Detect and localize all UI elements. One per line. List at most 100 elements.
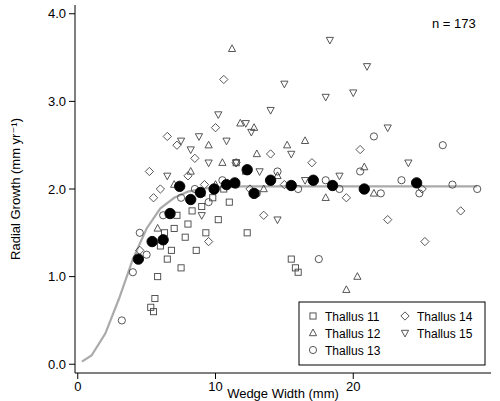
legend-label: Thallus 13: [325, 344, 381, 358]
point: [370, 189, 377, 196]
legend-box: [299, 302, 485, 365]
legend-marker: [309, 329, 316, 336]
point: [327, 180, 337, 190]
point: [284, 141, 291, 148]
point: [205, 160, 212, 167]
series-points: [118, 133, 481, 324]
point: [342, 194, 350, 202]
series-points: [154, 45, 377, 293]
point: [133, 254, 143, 264]
point: [384, 125, 391, 132]
point: [205, 141, 212, 148]
point: [256, 169, 263, 176]
point: [260, 211, 268, 219]
point: [288, 151, 295, 158]
point: [244, 230, 250, 236]
legend-label: Thallus 15: [417, 327, 473, 341]
point: [226, 199, 232, 205]
point: [260, 185, 267, 192]
y-tick: [69, 189, 75, 190]
point: [457, 207, 465, 215]
point: [136, 229, 143, 236]
point: [343, 286, 350, 293]
y-tick: [69, 364, 75, 365]
y-tick-label: 2.0: [48, 182, 66, 197]
point: [219, 159, 226, 166]
y-tick: [69, 276, 75, 277]
point: [405, 160, 412, 167]
point: [286, 180, 296, 190]
point: [439, 142, 446, 149]
point: [193, 247, 199, 253]
point: [267, 107, 274, 114]
legend-marker: [401, 312, 409, 320]
point: [350, 90, 357, 97]
point: [182, 234, 188, 240]
point: [308, 159, 316, 167]
point: [156, 185, 164, 193]
x-tick-label: 10: [208, 379, 222, 394]
point: [215, 217, 221, 223]
point: [150, 309, 156, 315]
point: [336, 173, 343, 180]
legend-marker: [309, 346, 316, 353]
point: [204, 237, 212, 245]
point: [143, 251, 150, 258]
annotation: n = 173: [432, 16, 476, 31]
y-tick-label: 0.0: [48, 357, 66, 372]
point: [322, 194, 329, 201]
series-points: [133, 165, 422, 265]
point: [136, 246, 144, 254]
point: [248, 129, 255, 136]
point: [152, 295, 158, 301]
point: [301, 137, 308, 144]
point: [301, 178, 308, 185]
point: [322, 94, 329, 101]
point: [154, 224, 161, 231]
point: [253, 150, 260, 157]
series-points: [136, 75, 465, 254]
point: [174, 181, 184, 191]
point: [265, 175, 275, 185]
point: [356, 145, 364, 153]
point: [242, 121, 249, 128]
point: [357, 168, 364, 175]
point: [377, 190, 384, 197]
point: [215, 112, 222, 119]
point: [326, 37, 333, 44]
point: [249, 188, 259, 198]
point: [274, 217, 281, 224]
point: [187, 147, 194, 154]
point: [211, 124, 219, 132]
point: [177, 194, 184, 201]
point: [233, 160, 240, 167]
legend-marker: [310, 313, 316, 319]
point: [266, 150, 274, 158]
point: [384, 216, 392, 224]
point: [158, 235, 168, 245]
point: [198, 213, 205, 220]
point: [228, 45, 235, 52]
y-axis-title: Radial Growth (mm yr⁻¹): [8, 118, 23, 260]
point: [178, 265, 184, 271]
point: [411, 178, 421, 188]
legend-marker: [401, 330, 408, 337]
point: [354, 273, 361, 280]
y-tick-label: 3.0: [48, 94, 66, 109]
legend-label: Thallus 12: [325, 327, 381, 341]
point: [164, 173, 171, 180]
point: [155, 274, 161, 280]
series-points: [164, 37, 412, 223]
point: [205, 199, 212, 206]
y-tick: [69, 13, 75, 14]
point: [186, 194, 196, 204]
legend: Thallus 11Thallus 12Thallus 13Thallus 14…: [299, 302, 485, 365]
point: [203, 230, 209, 236]
point: [274, 168, 281, 175]
plot-area: [82, 37, 481, 361]
point: [165, 208, 175, 218]
y-tick-label: 1.0: [48, 269, 66, 284]
x-axis: [75, 373, 491, 374]
point: [191, 154, 199, 162]
point: [421, 237, 429, 245]
